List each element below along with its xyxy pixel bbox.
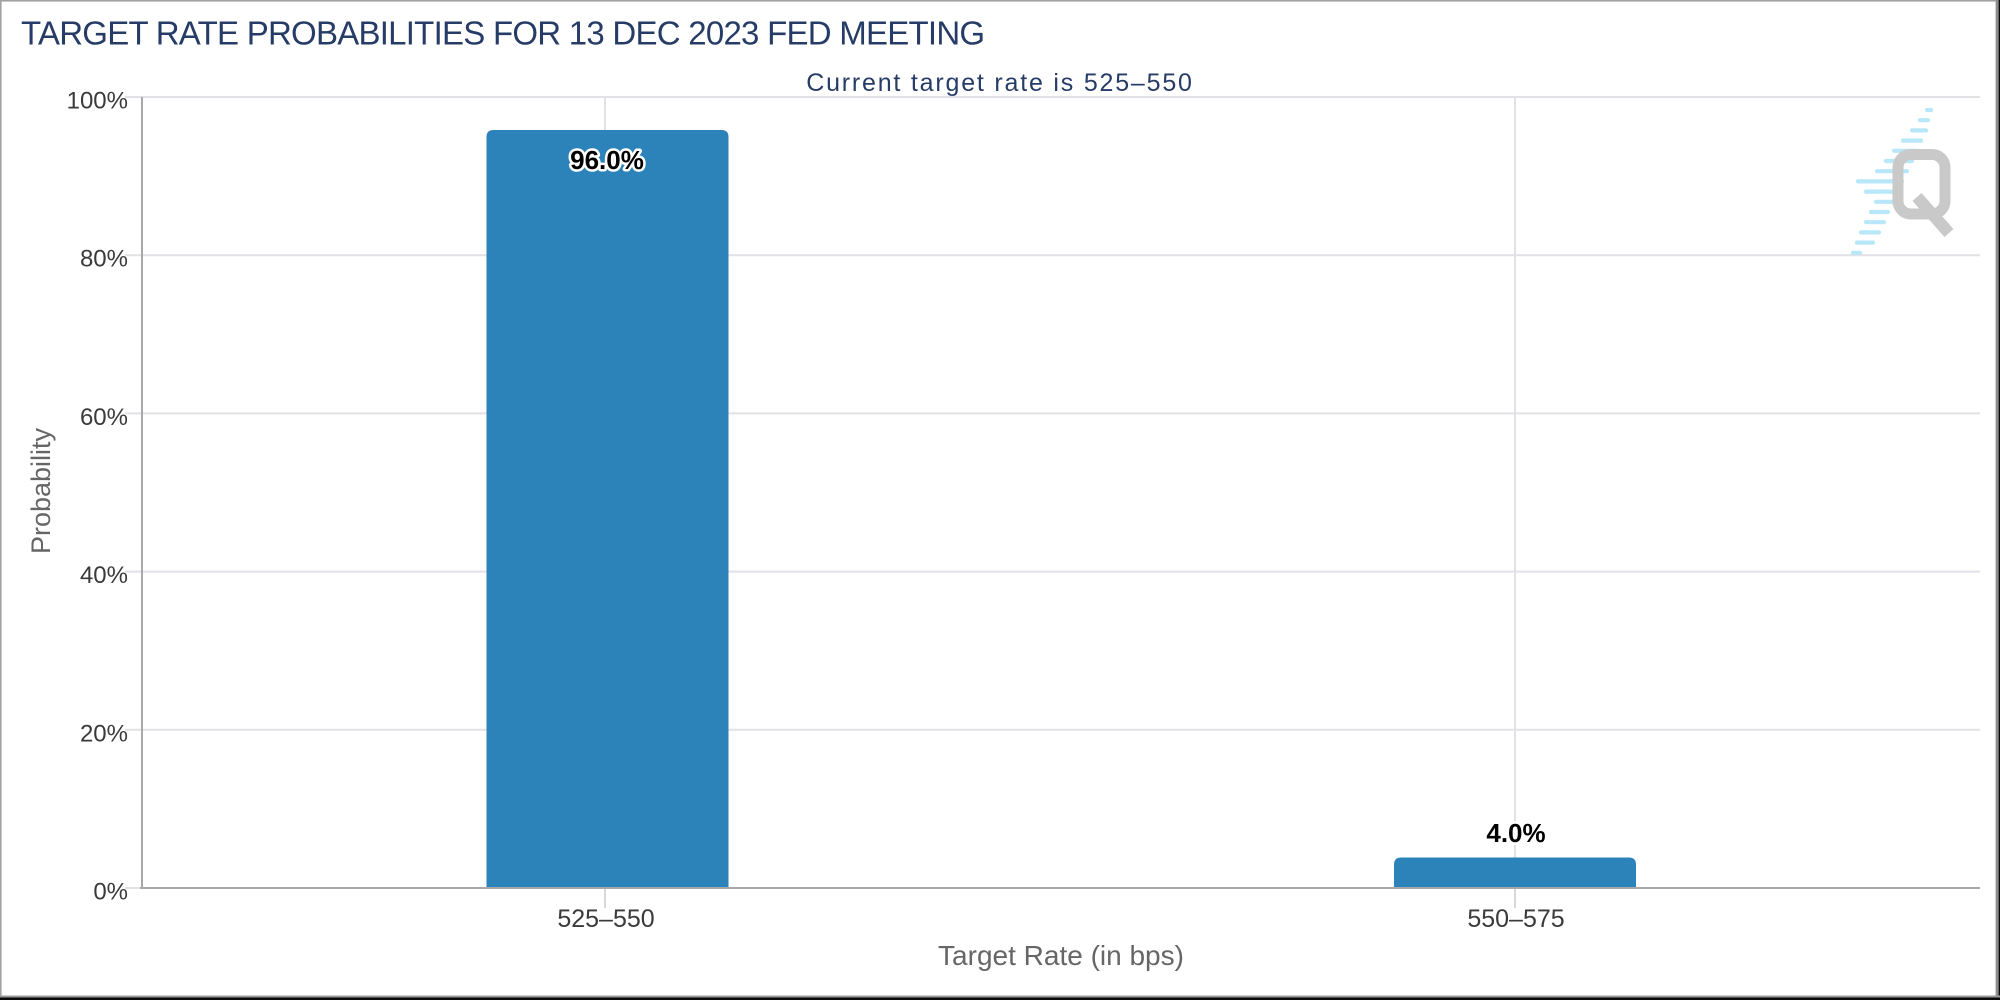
svg-text:96.0%: 96.0% [570, 145, 644, 175]
svg-text:550–575: 550–575 [1467, 905, 1564, 933]
svg-text:Target Rate (in bps): Target Rate (in bps) [938, 940, 1184, 971]
svg-text:100%: 100% [67, 88, 128, 115]
svg-text:525–550: 525–550 [557, 905, 654, 933]
svg-text:60%: 60% [80, 404, 128, 431]
svg-text:Current target rate is 525–550: Current target rate is 525–550 [806, 69, 1194, 97]
svg-text:40%: 40% [80, 562, 128, 589]
svg-text:TARGET RATE PROBABILITIES FOR: TARGET RATE PROBABILITIES FOR 13 DEC 202… [21, 15, 984, 52]
svg-text:80%: 80% [80, 246, 128, 273]
svg-text:20%: 20% [80, 721, 128, 748]
svg-text:0%: 0% [93, 879, 128, 906]
svg-text:4.0%: 4.0% [1486, 818, 1545, 848]
svg-text:Probability: Probability [26, 427, 56, 554]
